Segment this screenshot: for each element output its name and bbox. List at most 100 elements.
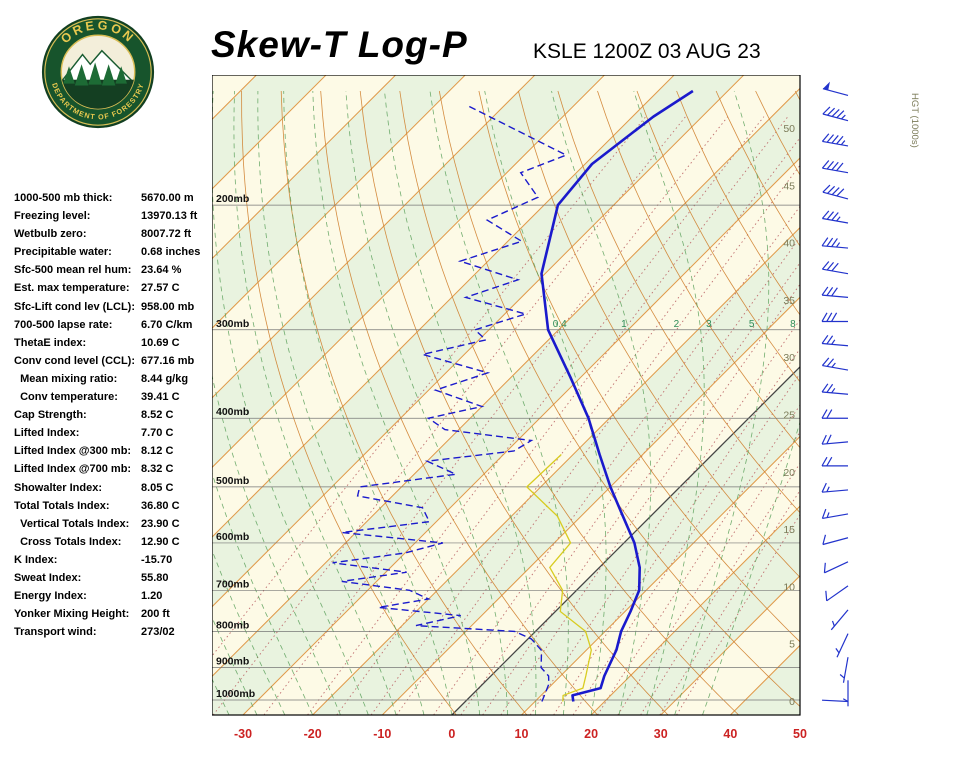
index-row: Showalter Index: 8.05 C (14, 479, 212, 497)
index-label: Freezing level: (14, 210, 91, 223)
index-value: 1.20 (141, 590, 163, 603)
index-row: 1000-500 mb thick: 5670.00 m (14, 189, 212, 207)
mixing-ratio-label: 0.4 (553, 319, 567, 330)
index-row: Freezing level: 13970.13 ft (14, 207, 212, 225)
index-label: Lifted Index: (14, 427, 80, 440)
mixing-ratio-label: 3 (706, 319, 712, 330)
mixing-ratio-label: 5 (749, 319, 755, 330)
pressure-label: 900mb (216, 656, 249, 668)
height-tick: 0 (789, 696, 795, 708)
pressure-label: 600mb (216, 531, 249, 543)
index-label: Mean mixing ratio: (14, 372, 118, 385)
index-row: Mean mixing ratio: 8.44 g/kg (14, 370, 212, 388)
temp-tick-label: -30 (234, 727, 252, 741)
height-tick: 45 (783, 180, 795, 192)
index-value: 8.32 C (141, 463, 174, 476)
index-label: 1000-500 mb thick: (14, 192, 113, 204)
odf-logo-graphic: OREGON DEPARTMENT OF FORESTRY (41, 15, 155, 129)
index-label: ThetaE index: (14, 336, 87, 349)
index-label: Yonker Mixing Height: (14, 608, 130, 621)
moist-adiabats (212, 90, 800, 715)
index-row: K Index: -15.70 (14, 551, 212, 569)
index-row: ThetaE index: 10.69 C (14, 334, 212, 352)
index-value: 200 ft (141, 608, 170, 621)
dewpoint-trace (332, 105, 568, 702)
mixing-ratio-label: 8 (790, 319, 796, 330)
index-row: Lifted Index @300 mb: 8.12 C (14, 442, 212, 460)
index-label: Transport wind: (14, 626, 97, 639)
index-row: Lifted Index @700 mb: 8.32 C (14, 460, 212, 478)
index-row: Sfc-Lift cond lev (LCL): 958.00 mb (14, 298, 212, 316)
pressure-lines (212, 204, 800, 701)
index-value: 13970.13 ft (141, 210, 198, 223)
mixing-ratio-label: 1 (621, 319, 627, 330)
index-value: 39.41 C (141, 391, 180, 404)
index-value: 677.16 mb (141, 354, 195, 367)
odf-logo: OREGON DEPARTMENT OF FORESTRY (40, 14, 156, 135)
plot-border (212, 75, 801, 716)
index-label: Total Totals Index: (14, 499, 110, 512)
index-value: 8.44 g/kg (141, 372, 189, 385)
temp-tick-label: 20 (584, 727, 598, 741)
index-value: 6.70 C/km (141, 318, 193, 331)
index-value: 23.64 % (141, 264, 182, 277)
mixing-ratio-labels: 0.4 1 2 3 5 8 (553, 319, 796, 330)
indices-panel: 1000-500 mb thick: 5670.00 m Freezing leve… (14, 189, 212, 641)
index-label: Precipitable water: (14, 246, 112, 259)
index-label: Cross Totals Index: (14, 535, 122, 548)
index-label: K Index: (14, 553, 58, 566)
index-label: Lifted Index @700 mb: (14, 463, 132, 476)
temp-tick-label: 40 (723, 727, 737, 741)
dry-adiabats (241, 90, 800, 715)
page-title: Skew-T Log-P (211, 24, 468, 65)
temp-tick-label: 10 (515, 727, 529, 741)
index-label: 700-500 lapse rate: (14, 318, 113, 331)
pressure-label: 1000mb (216, 688, 255, 700)
index-label: Vertical Totals Index: (14, 517, 130, 530)
index-row: Energy Index: 1.20 (14, 587, 212, 605)
index-row: Conv temperature: 39.41 C (14, 388, 212, 406)
pressure-label: 700mb (216, 578, 249, 590)
height-tick: 40 (783, 238, 795, 250)
index-value: 36.80 C (141, 499, 180, 512)
index-value: 12.90 C (141, 535, 180, 548)
skewt-chart: 0.4 1 2 3 5 8200mb300mb400mb500mb600mb700mb80… (212, 75, 920, 741)
temp-tick-label: 0 (448, 727, 455, 741)
index-row: Cross Totals Index: 12.90 C (14, 533, 212, 551)
index-row: 700-500 lapse rate: 6.70 C/km (14, 316, 212, 334)
index-label: Est. max temperature: (14, 282, 130, 295)
index-row: Transport wind: 273/02 (14, 623, 212, 641)
height-tick: 30 (783, 352, 795, 364)
index-row: Est. max temperature: 27.57 C (14, 279, 212, 297)
index-label: Conv temperature: (14, 391, 118, 404)
index-value: 5670.00 m (141, 192, 194, 204)
index-value: -15.70 (141, 553, 173, 566)
height-tick: 20 (783, 467, 795, 479)
temperature-trace (540, 89, 694, 702)
pressure-labels: 200mb 300mb 400mb 500mb 600mb 700mb 800mb 900mb… (216, 193, 255, 700)
index-value: 23.90 C (141, 517, 180, 530)
temp-tick-label: 30 (654, 727, 668, 741)
index-value: 0.68 inches (141, 246, 201, 259)
pressure-label: 400mb (216, 406, 249, 418)
index-label: Wetbulb zero: (14, 228, 87, 241)
index-row: Precipitable water: 0.68 inches (14, 243, 212, 261)
index-value: 8.52 C (141, 409, 174, 422)
temp-axis-labels: -30 -20 -10 0 10 20 30 40 50 (234, 727, 807, 741)
pressure-label: 300mb (216, 318, 249, 330)
height-tick: 50 (783, 123, 795, 135)
index-label: Sweat Index: (14, 571, 82, 584)
temp-tick-label: -10 (373, 727, 391, 741)
index-label: Conv cond level (CCL): (14, 354, 136, 367)
index-label: Sfc-Lift cond lev (LCL): (14, 300, 135, 313)
height-tick: 5 (789, 639, 795, 651)
index-label: Sfc-500 mean rel hum: (14, 264, 132, 277)
index-row: Wetbulb zero: 8007.72 ft (14, 225, 212, 243)
temp-tick-label: -20 (304, 727, 322, 741)
index-row: Total Totals Index: 36.80 C (14, 497, 212, 515)
index-label: Cap Strength: (14, 409, 87, 422)
pressure-label: 200mb (216, 193, 249, 205)
index-label: Showalter Index: (14, 481, 103, 494)
height-tick: 25 (783, 410, 795, 422)
